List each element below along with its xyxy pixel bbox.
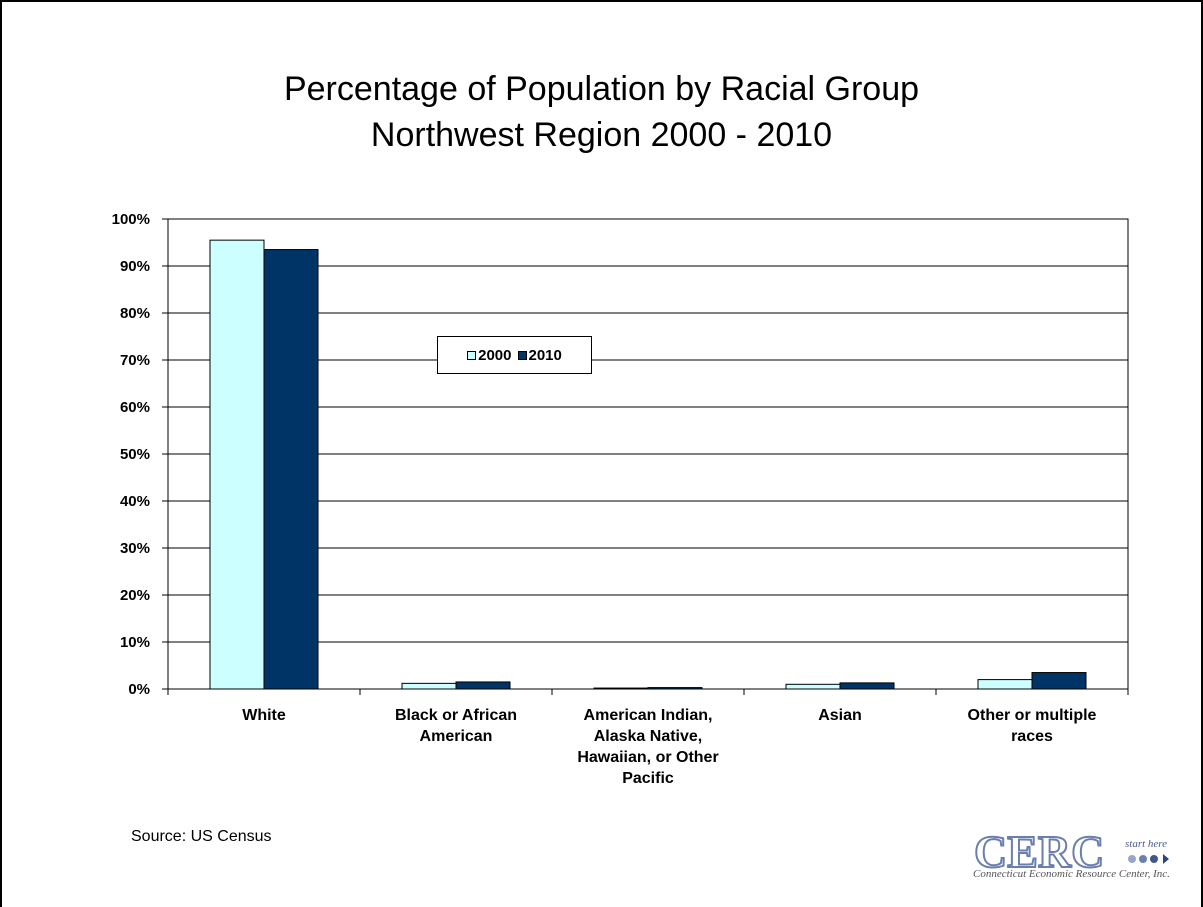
y-tick-label: 90%: [120, 258, 150, 275]
legend: 2000 2010: [437, 336, 592, 374]
y-tick-label: 40%: [120, 493, 150, 510]
cerc-logo: CERC start here: [973, 825, 1169, 878]
y-tick-label: 60%: [120, 399, 150, 416]
y-tick-label: 30%: [120, 540, 150, 557]
legend-swatch-2010: [517, 350, 527, 360]
x-category-label: Black or African American: [394, 707, 518, 745]
logo-dot-icon: [1128, 855, 1136, 863]
logo-arrow-icon: [1163, 854, 1169, 864]
bar-2000-3: [785, 683, 841, 690]
y-tick-label: 100%: [112, 211, 150, 228]
bar-2010-3: [839, 682, 895, 690]
bar-2010-4: [1031, 672, 1087, 690]
logo-dot-icon: [1139, 855, 1147, 863]
x-category-label: American Indian, Alaska Native, Hawaiian…: [577, 707, 719, 787]
logo-tagline: start here: [1125, 838, 1167, 850]
y-tick-label: 20%: [120, 587, 150, 604]
bar-2010-0: [263, 249, 319, 690]
bar-2000-2: [593, 687, 649, 690]
logo-dot-icon: [1150, 855, 1158, 863]
logo-letters: CERC: [974, 826, 1104, 877]
y-tick-label: 70%: [120, 352, 150, 369]
bar-2000-0: [209, 239, 265, 690]
bar-2010-2: [647, 687, 703, 690]
legend-item-2010: 2010: [517, 346, 562, 364]
legend-swatch-2000: [467, 350, 477, 360]
bar-2000-4: [977, 679, 1033, 690]
logo-caption: Connecticut Economic Resource Center, In…: [973, 868, 1170, 880]
x-category-label: White: [242, 707, 286, 724]
source-note: Source: US Census: [131, 828, 272, 845]
y-tick-label: 10%: [120, 634, 150, 651]
y-tick-label: 0%: [128, 681, 150, 698]
chart-title-line-2: Northwest Region 2000 - 2010: [370, 116, 833, 154]
x-category-label: Other or multiple races: [967, 707, 1097, 745]
y-tick-label: 50%: [120, 446, 150, 463]
bar-2010-1: [455, 681, 511, 690]
bar-2000-1: [401, 682, 457, 690]
chart-title-line-1: Percentage of Population by Racial Group: [283, 70, 920, 108]
legend-label-2010: 2010: [528, 346, 562, 364]
legend-label-2000: 2000: [478, 346, 512, 364]
chart-title: Percentage of Population by Racial Group…: [0, 66, 1203, 158]
y-tick-label: 80%: [120, 305, 150, 322]
x-category-label: Asian: [818, 707, 862, 724]
legend-item-2000: 2000: [467, 346, 512, 364]
